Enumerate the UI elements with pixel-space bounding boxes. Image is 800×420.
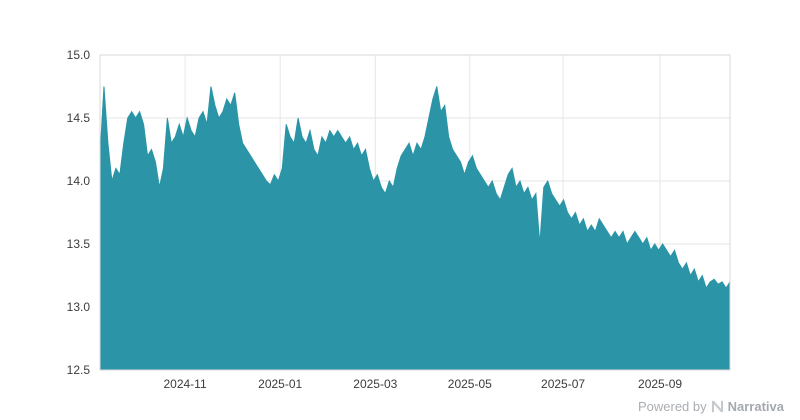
narrativa-brand: Narrativa bbox=[727, 399, 784, 414]
x-axis-tick-label: 2025-07 bbox=[541, 377, 585, 391]
plot-border bbox=[99, 54, 731, 371]
powered-by-label: Powered by bbox=[637, 399, 707, 414]
y-axis-tick-label: 13.0 bbox=[67, 300, 91, 314]
x-axis-tick-label: 2025-03 bbox=[353, 377, 397, 391]
x-axis-tick-label: 2025-01 bbox=[258, 377, 302, 391]
x-axis-tick-label: 2025-05 bbox=[448, 377, 492, 391]
narrativa-logo-icon bbox=[711, 400, 724, 413]
area-series[interactable] bbox=[99, 86, 731, 371]
y-axis-tick-label: 13.5 bbox=[67, 237, 91, 251]
area-series-path[interactable] bbox=[99, 86, 731, 371]
y-axis-tick-label: 15.0 bbox=[67, 48, 91, 62]
chart-footer: Powered by Narrativa bbox=[638, 399, 784, 414]
y-axis-tick-label: 14.5 bbox=[67, 111, 91, 125]
y-axis-tick-label: 12.5 bbox=[67, 363, 91, 377]
x-axis-tick-label: 2024-11 bbox=[163, 377, 206, 391]
y-axis-tick-label: 14.0 bbox=[67, 174, 91, 188]
x-axis-tick-label: 2025-09 bbox=[638, 377, 682, 391]
axis-labels: 12.5 13.0 13.5 14.0 14.5 15.0 2024-11 2025-01 20… bbox=[67, 48, 683, 391]
